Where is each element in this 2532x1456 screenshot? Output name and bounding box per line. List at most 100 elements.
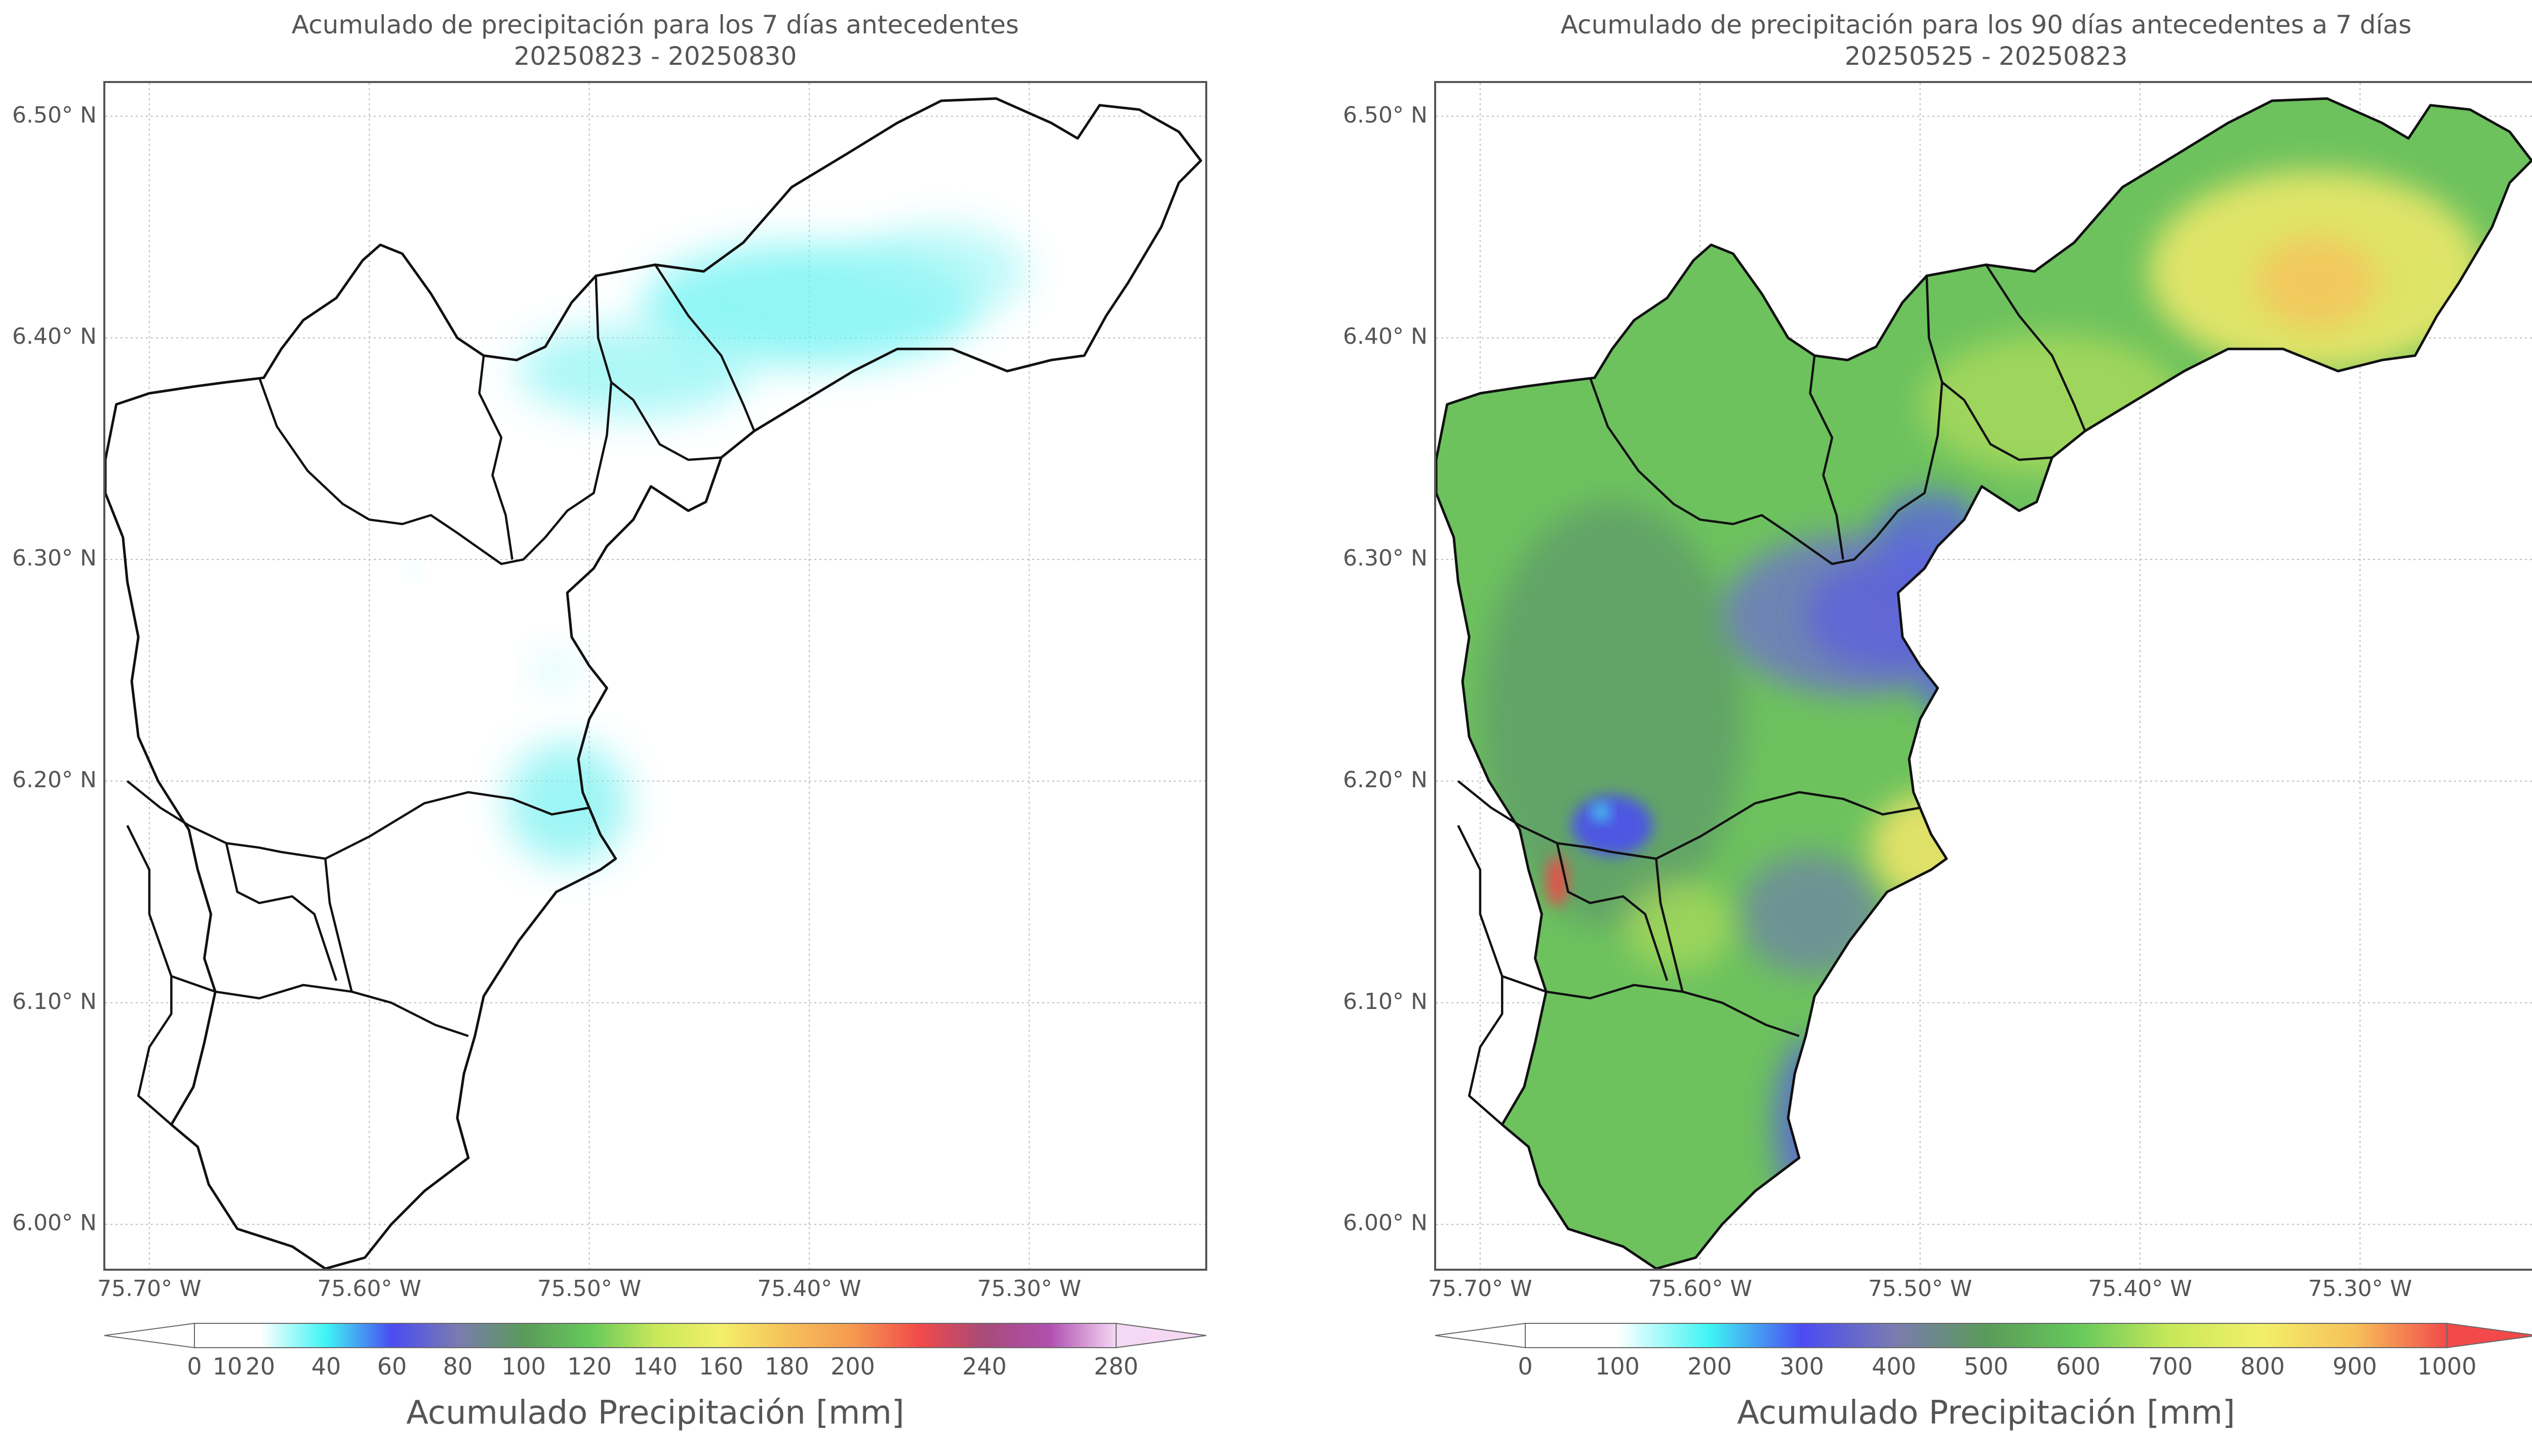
left-municipality-boundary: [544, 275, 613, 538]
left-colorbar-min-extend: [104, 1322, 195, 1349]
right-xtick-label: 75.60° W: [1648, 1276, 1752, 1302]
left-colorbar-tick: 280: [1094, 1353, 1138, 1380]
right-field-central-deep: [1806, 559, 1968, 671]
left-xtick-label: 75.50° W: [537, 1276, 642, 1302]
right-ytick-label: 6.10° N: [1343, 988, 1428, 1015]
left-colorbar-tick: 80: [443, 1353, 473, 1380]
right-field-south-grey: [1739, 853, 1881, 975]
right-colorbar-tick: 600: [2056, 1353, 2101, 1380]
right-municipality-boundary: [1457, 780, 1656, 860]
left-colorbar-tick: 160: [699, 1353, 743, 1380]
left-colorbar-tick: 120: [567, 1353, 612, 1380]
right-xtick-label: 75.70° W: [1428, 1276, 1532, 1302]
left-xtick-label: 75.30° W: [977, 1276, 1082, 1302]
right-ytick-label: 6.30° N: [1343, 545, 1428, 572]
left-boundaries: [105, 97, 1202, 1269]
right-colorbar-tick: 0: [1518, 1353, 1533, 1380]
right-colorbar-tick: 200: [1687, 1353, 1732, 1380]
right-xtick-label: 75.40° W: [2088, 1276, 2192, 1302]
right-municipality-boundary: [1809, 355, 1844, 560]
right-colorbar-tick: 500: [1964, 1353, 2008, 1380]
left-municipality-boundary: [126, 825, 173, 1126]
left-colorbar-max-extend: [1116, 1322, 1207, 1349]
right-colorbar-tick: 800: [2240, 1353, 2285, 1380]
right-municipality-boundary: [1556, 843, 1669, 981]
left-colorbar: [104, 1322, 1207, 1349]
right-colorbar-tick: 900: [2332, 1353, 2377, 1380]
right-field-northeast-blue: [1875, 492, 1987, 583]
right-title-line1: Acumulado de precipitación para los 90 d…: [1560, 10, 2412, 39]
right-precipitation-field: [1436, 98, 2532, 1269]
right-municipality-boundary: [1655, 858, 1684, 992]
right-municipality-boundary: [1985, 264, 2086, 432]
right-municipality-boundary: [1589, 377, 1877, 565]
right-map-frame: [1434, 81, 2532, 1271]
right-colorbar-max-extend: [2446, 1322, 2532, 1349]
right-region-outline: [1436, 97, 2532, 1269]
left-ytick-label: 6.10° N: [12, 988, 97, 1015]
right-colorbar-bar: [1525, 1323, 2447, 1348]
left-colorbar-tick: 240: [962, 1353, 1007, 1380]
right-map: [1436, 83, 2532, 1269]
right-xtick-label: 75.30° W: [2308, 1276, 2412, 1302]
left-colorbar-tick: 40: [311, 1353, 341, 1380]
left-title: Acumulado de precipitación para los 7 dí…: [103, 9, 1207, 72]
right-field-east-yellow: [1870, 792, 1992, 904]
right-colorbar-label: Acumulado Precipitación [mm]: [1737, 1394, 2235, 1432]
right-colorbar-min-extend: [1435, 1322, 1526, 1349]
right-municipality-boundary: [1941, 381, 2052, 461]
left-map: [105, 83, 1205, 1269]
left-colorbar-tick: 20: [245, 1353, 275, 1380]
left-colorbar-tick: 180: [765, 1353, 809, 1380]
left-title-line1: Acumulado de precipitación para los 7 dí…: [291, 10, 1019, 39]
right-xtick-label: 75.50° W: [1868, 1276, 1972, 1302]
right-colorbar-tick: 300: [1779, 1353, 1824, 1380]
right-field-west: [1480, 502, 1744, 927]
left-colorbar-label: Acumulado Precipitación [mm]: [406, 1394, 904, 1432]
left-colorbar-tick: 140: [633, 1353, 678, 1380]
left-colorbar-tick: 60: [377, 1353, 407, 1380]
left-colorbar-tick: 0: [187, 1353, 202, 1380]
left-colorbar-tick: 100: [501, 1353, 546, 1380]
right-municipality-boundary: [1501, 975, 1800, 1037]
left-xtick-label: 75.40° W: [757, 1276, 861, 1302]
left-ytick-label: 6.00° N: [12, 1210, 97, 1236]
right-colorbar-tick: 400: [1872, 1353, 1916, 1380]
right-colorbar-tick: 1000: [2417, 1353, 2477, 1380]
left-ytick-label: 6.30° N: [12, 545, 97, 572]
right-title: Acumulado de precipitación para los 90 d…: [1434, 9, 2532, 72]
left-region-outline: [105, 97, 1202, 1269]
right-municipality-boundary: [1875, 275, 1944, 538]
left-xtick-label: 75.70° W: [97, 1276, 202, 1302]
right-ytick-label: 6.00° N: [1343, 1210, 1428, 1236]
left-municipality-boundary: [225, 843, 338, 981]
right-municipality-boundary: [1457, 825, 1504, 1126]
left-rain-area-north: [517, 326, 750, 417]
left-municipality-boundary: [478, 355, 513, 560]
right-field-south-blue: [1774, 1038, 1846, 1211]
right-title-line2: 20250525 - 20250823: [1844, 42, 2128, 71]
left-rain-area-northeast-edge: [855, 226, 1027, 317]
left-ytick-label: 6.50° N: [12, 102, 97, 128]
left-colorbar-tick: 10: [212, 1353, 243, 1380]
left-gridlines: [105, 83, 1205, 1269]
left-map-frame: [103, 81, 1207, 1271]
right-field-cyan-spot: [1593, 804, 1609, 821]
right-field-sw-blue: [1571, 795, 1653, 856]
right-field-northeast-orange: [2255, 236, 2377, 328]
left-municipality-boundary: [171, 975, 469, 1037]
left-xtick-label: 75.60° W: [317, 1276, 421, 1302]
right-colorbar: [1435, 1322, 2532, 1349]
right-field-south-light: [1622, 879, 1734, 971]
left-ytick-label: 6.40° N: [12, 323, 97, 350]
left-municipality-boundary: [258, 377, 546, 565]
right-colorbar-tick: 700: [2148, 1353, 2193, 1380]
left-colorbar-bar: [194, 1323, 1117, 1348]
left-precipitation-field: [407, 226, 1027, 864]
left-municipality-boundary: [610, 381, 722, 461]
left-rain-area-central: [536, 650, 577, 691]
left-ytick-label: 6.20° N: [12, 766, 97, 793]
right-boundaries: [1436, 97, 2532, 1269]
right-ytick-label: 6.40° N: [1343, 323, 1428, 350]
right-municipality-boundary: [1655, 791, 1921, 860]
